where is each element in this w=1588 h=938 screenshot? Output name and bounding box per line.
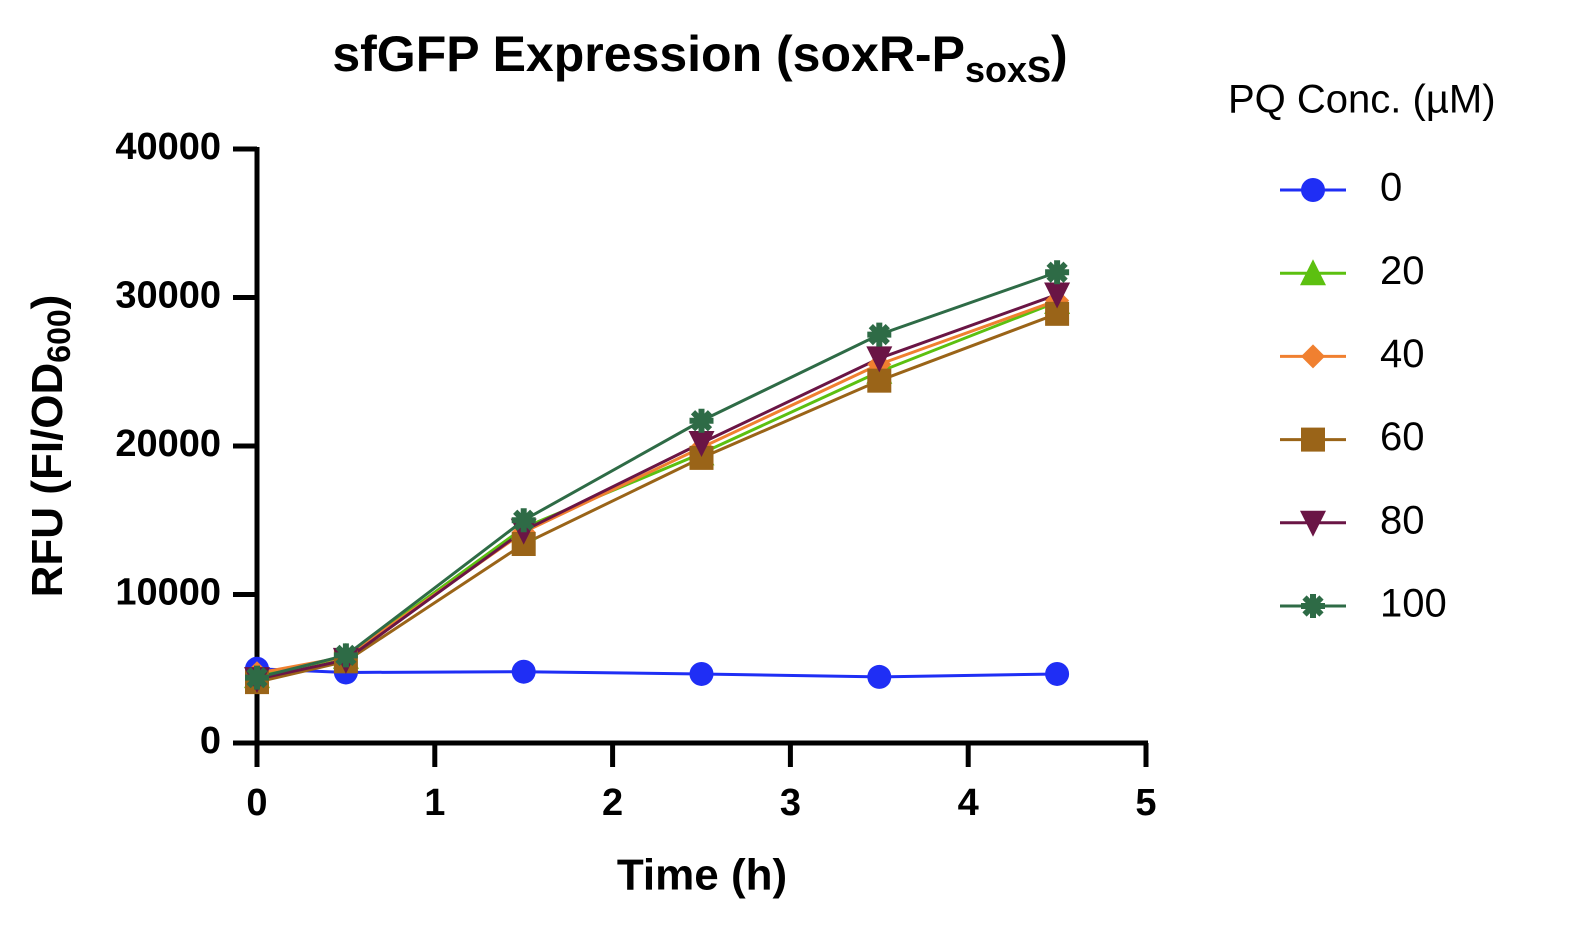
marker xyxy=(1045,661,1070,686)
y-tick-label: 40000 xyxy=(115,126,221,168)
legend-label: 0 xyxy=(1380,166,1402,210)
x-tick-label: 1 xyxy=(424,782,445,824)
marker xyxy=(1301,427,1325,452)
marker xyxy=(689,661,714,686)
marker xyxy=(1301,178,1325,202)
x-tick-label: 2 xyxy=(602,782,623,824)
legend-label: 60 xyxy=(1380,415,1425,459)
marker xyxy=(511,508,536,533)
title-text: sfGFP Expression (soxR-P xyxy=(332,26,965,82)
marker xyxy=(1300,259,1326,286)
series-line xyxy=(256,270,1058,680)
marker xyxy=(689,408,714,433)
series-line xyxy=(256,293,1058,681)
chart-title: sfGFP Expression (soxR-PsoxS) xyxy=(332,26,1067,89)
marker xyxy=(511,659,536,684)
x-tick-label: 0 xyxy=(246,782,267,824)
y-axis-label: RFU (FI/OD600) xyxy=(23,295,78,598)
y-tick-label: 0 xyxy=(200,720,221,762)
series-line xyxy=(256,312,1058,684)
y-tick-label: 30000 xyxy=(115,275,221,317)
x-tick-label: 3 xyxy=(780,782,801,824)
legend-label: 80 xyxy=(1380,498,1425,542)
y-label-text: RFU (FI/OD xyxy=(23,363,72,598)
x-axis-label: Time (h) xyxy=(617,851,787,900)
title-subscript: soxS xyxy=(965,49,1051,90)
marker xyxy=(867,368,892,393)
series-line xyxy=(256,667,1058,679)
marker xyxy=(1301,594,1325,618)
y-label-subscript: 600 xyxy=(41,309,77,362)
marker xyxy=(1044,282,1071,309)
marker xyxy=(333,643,358,668)
marker xyxy=(1301,344,1325,369)
x-tick-label: 5 xyxy=(1135,782,1156,824)
series-line xyxy=(256,299,1058,675)
marker xyxy=(688,431,715,458)
x-tick-label: 4 xyxy=(958,782,979,824)
marker xyxy=(867,664,892,689)
y-tick-label: 20000 xyxy=(115,423,221,465)
y-label-text: ) xyxy=(23,295,72,310)
marker xyxy=(245,665,269,690)
y-tick-label: 10000 xyxy=(115,572,221,614)
legend-label: 100 xyxy=(1380,582,1447,626)
legend-label: 20 xyxy=(1380,249,1425,293)
marker xyxy=(1300,510,1326,537)
marker xyxy=(866,346,893,373)
legend-title: PQ Conc. (µM) xyxy=(1228,78,1496,122)
legend-label: 40 xyxy=(1380,332,1425,376)
marker xyxy=(867,322,892,347)
marker xyxy=(1045,260,1070,285)
title-text: ) xyxy=(1051,26,1068,82)
